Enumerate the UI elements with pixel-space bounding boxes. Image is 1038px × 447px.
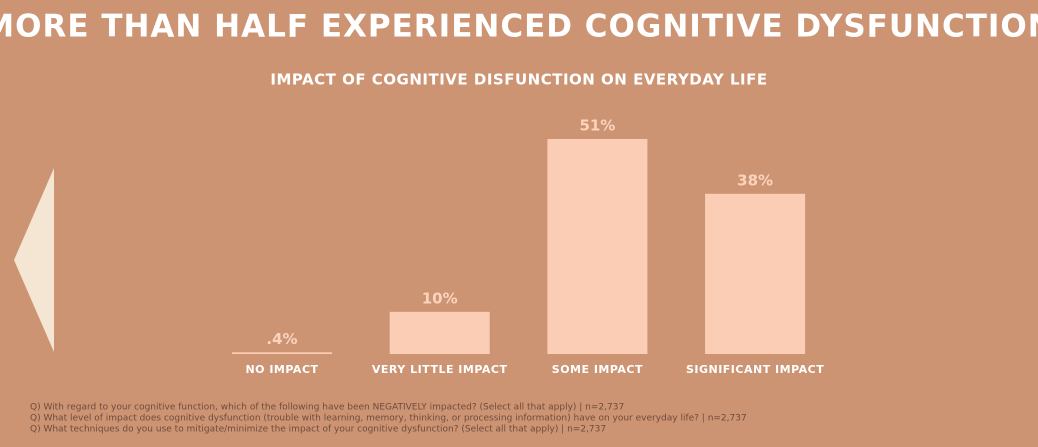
bar [232, 352, 332, 354]
x-tick-label: SIGNIFICANT IMPACT [686, 363, 824, 376]
prev-arrow[interactable] [14, 168, 54, 352]
value-label: 38% [737, 171, 773, 189]
bar [547, 139, 648, 354]
chart-title: IMPACT OF COGNITIVE DISFUNCTION ON EVERY… [270, 71, 767, 89]
x-tick-label: NO IMPACT [245, 363, 318, 376]
bar [705, 193, 806, 354]
footnote: Q) What level of impact does cognitive d… [30, 414, 747, 424]
x-tick-label: VERY LITTLE IMPACT [372, 363, 508, 376]
footnote: Q) What techniques do you use to mitigat… [30, 425, 606, 435]
value-label: 51% [579, 117, 615, 135]
footnote: Q) With regard to your cognitive functio… [30, 403, 624, 413]
value-label: .4% [266, 330, 297, 348]
page-title: MORE THAN HALF EXPERIENCED COGNITIVE DYS… [0, 9, 1038, 45]
bar [389, 311, 490, 354]
value-label: 10% [422, 289, 458, 307]
x-tick-label: SOME IMPACT [552, 363, 643, 376]
